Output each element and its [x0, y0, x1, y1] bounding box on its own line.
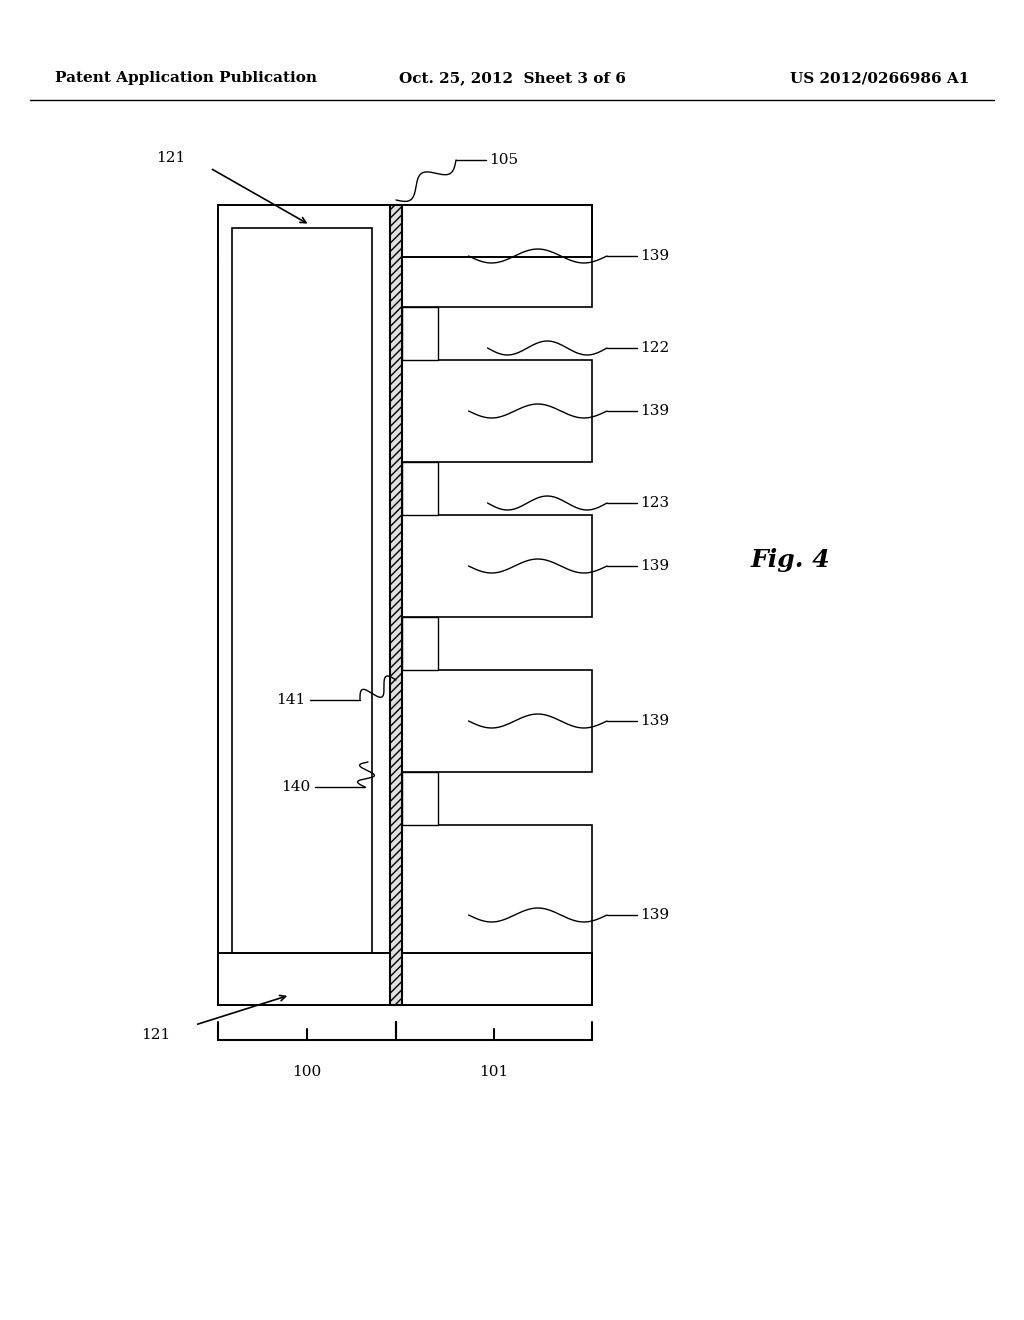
Bar [390, 953, 592, 1005]
Bar [402, 205, 592, 257]
Bar [232, 228, 372, 985]
Bar [390, 205, 402, 1005]
Bar [402, 825, 592, 1005]
Bar [402, 462, 438, 515]
Text: 141: 141 [275, 693, 305, 708]
Bar [402, 205, 592, 308]
Text: Fig. 4: Fig. 4 [751, 548, 829, 572]
Text: 139: 139 [640, 249, 669, 263]
Bar [402, 616, 438, 671]
Text: US 2012/0266986 A1: US 2012/0266986 A1 [790, 71, 969, 84]
Text: 100: 100 [293, 1065, 322, 1078]
Text: 121: 121 [140, 1028, 170, 1041]
Bar [218, 205, 390, 1005]
Text: 139: 139 [640, 558, 669, 573]
Bar [402, 360, 592, 462]
Text: 139: 139 [640, 908, 669, 921]
Text: 105: 105 [489, 153, 518, 168]
Bar [402, 772, 438, 825]
Text: 140: 140 [281, 780, 310, 795]
Text: 101: 101 [479, 1065, 509, 1078]
Bar [402, 671, 592, 772]
Bar [402, 308, 438, 360]
Bar [218, 953, 390, 1005]
Bar [390, 205, 402, 257]
Text: 122: 122 [640, 341, 670, 355]
Bar [218, 205, 390, 257]
Text: 123: 123 [640, 496, 669, 510]
Text: 139: 139 [640, 714, 669, 729]
Text: 139: 139 [640, 404, 669, 418]
Text: Patent Application Publication: Patent Application Publication [55, 71, 317, 84]
Text: Oct. 25, 2012  Sheet 3 of 6: Oct. 25, 2012 Sheet 3 of 6 [398, 71, 626, 84]
Bar [402, 515, 592, 616]
Text: 121: 121 [156, 150, 185, 165]
